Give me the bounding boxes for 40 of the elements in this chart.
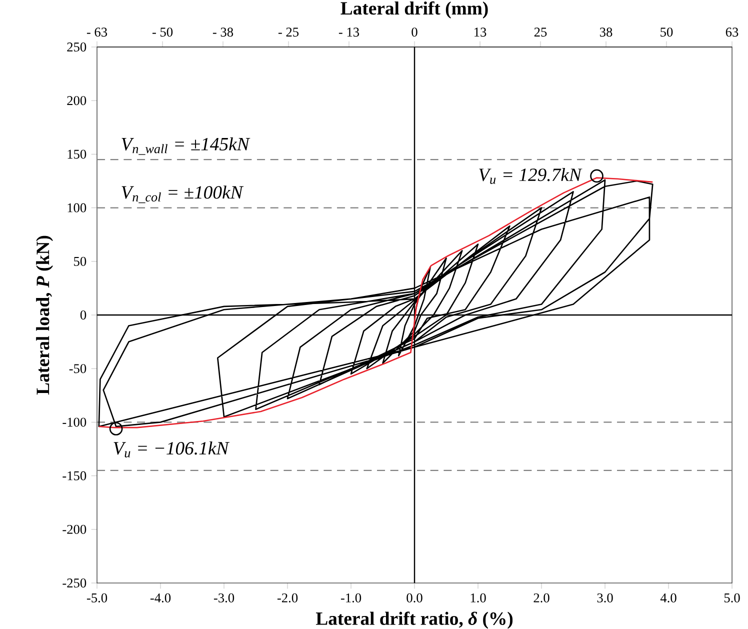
y-tick-label: -150 [62,471,86,480]
y-tick-label: -50 [69,364,86,374]
x-tick-label: 3.0 [597,593,613,602]
y-tick-label: 250 [67,42,86,52]
x-tick-label: -1.0 [340,593,362,602]
x2-tick-label: 0 [412,28,418,37]
annotation: V$_{u}$ = −106.1kN [114,441,230,458]
x-tick-label: 5.0 [724,593,740,602]
x2-tick-label: - 63 [86,28,108,37]
y-tick-label: -100 [62,418,86,427]
y-tick-label: 150 [68,150,86,159]
x2-tick-label: 63 [726,28,738,37]
x2-tick-label: 50 [660,28,673,37]
x-tick-label: -4.0 [150,593,171,602]
y-tick-label: 100 [68,203,86,212]
x2-tick-label: - 13 [338,28,360,37]
ref-line-label: V$_{n_wall}$ = ±145kN [122,137,250,155]
y-tick-label: 0 [80,310,86,320]
x2-tick-label: - 38 [212,28,234,37]
x-axis-title: Lateral drift ratio, δ (%) [316,612,513,629]
x2-tick-label: 38 [600,28,612,37]
x-tick-label: 2.0 [534,593,550,602]
x-tick-label: 4.0 [660,593,676,602]
annotation: V$_{u}$ = 129.7kN [479,168,582,184]
x2-tick-label: 13 [474,28,486,37]
y-tick-label: -250 [62,578,86,588]
x-tick-label: 1.0 [470,593,486,602]
x2-tick-label: - 50 [152,28,173,37]
x-tick-label: -5.0 [86,593,108,602]
x-tick-label: -3.0 [214,593,234,602]
ref-line-label: V$_{n_col}$ = ±100kN [122,186,244,204]
x2-axis-title: Lateral drift (mm) [340,1,488,18]
y-axis-title: Lateral load, P (kN) [36,236,54,395]
y-tick-label: 50 [74,256,86,266]
x2-tick-label: 25 [534,28,547,37]
x2-tick-label: - 25 [278,28,299,37]
x-tick-label: 0.0 [406,593,422,602]
x-tick-label: -2.0 [277,593,298,602]
y-tick-label: -200 [62,524,86,534]
y-tick-label: 200 [67,96,86,106]
